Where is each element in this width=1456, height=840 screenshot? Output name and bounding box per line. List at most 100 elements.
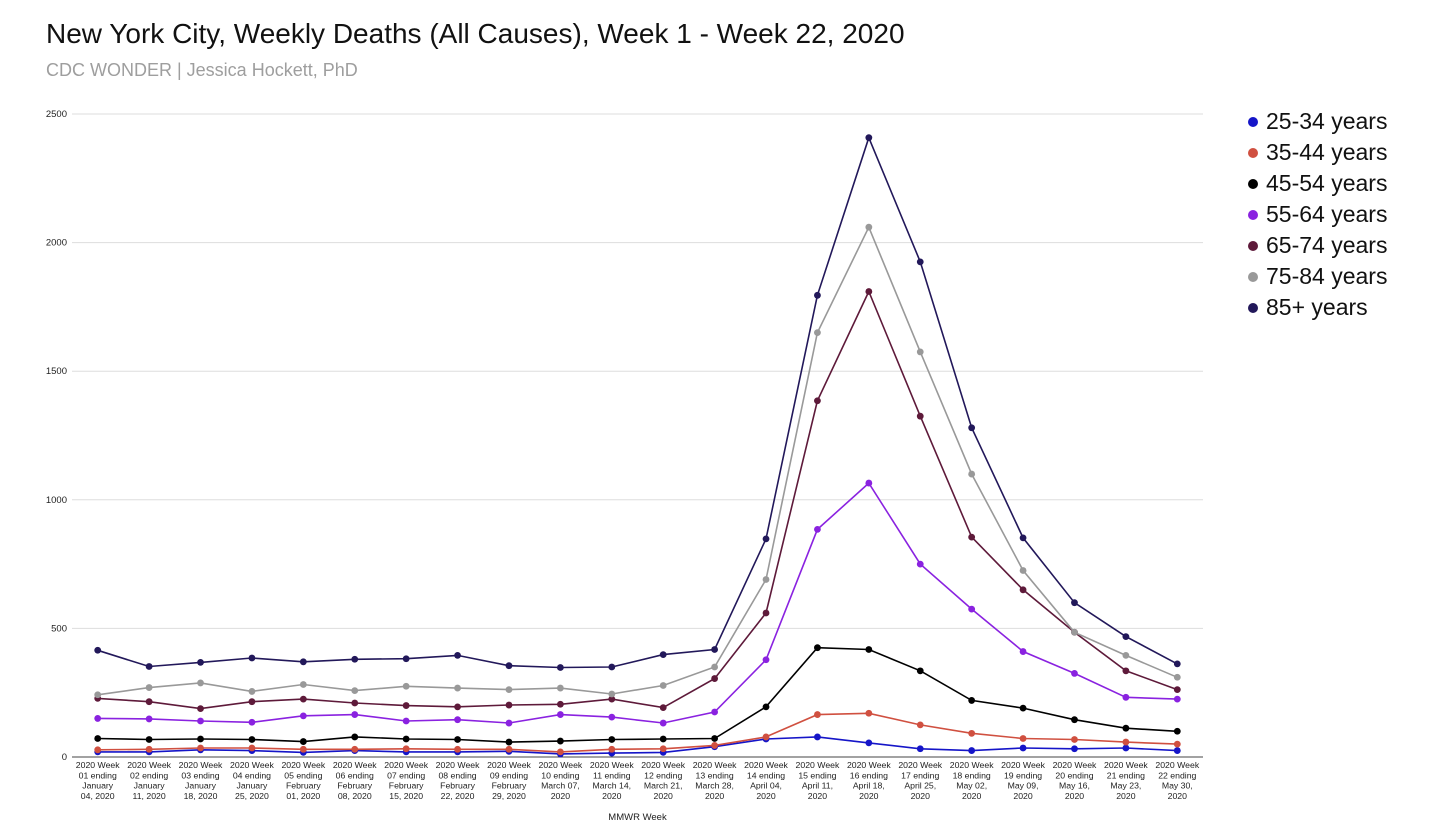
data-point-35-44-years bbox=[659, 745, 667, 753]
legend-dot-icon bbox=[1248, 116, 1258, 127]
data-point-65-74-years bbox=[402, 702, 410, 709]
data-point-85-years bbox=[865, 134, 873, 142]
data-point-45-54-years bbox=[351, 733, 359, 741]
series-line-65-74-years bbox=[97, 289, 1178, 710]
data-point-55-64-years bbox=[197, 717, 204, 725]
data-point-45-54-years bbox=[608, 736, 616, 743]
data-point-45-54-years bbox=[505, 738, 513, 746]
x-tick-label: 2020 Week 13 ending March 28, 2020 bbox=[693, 760, 737, 801]
x-tick-label: 2020 Week 14 ending April 04, 2020 bbox=[744, 760, 788, 801]
data-point-85-years bbox=[968, 424, 976, 432]
data-point-35-44-years bbox=[556, 748, 564, 756]
x-tick-label: 2020 Week 06 ending February 08, 2020 bbox=[333, 760, 377, 801]
data-point-65-74-years bbox=[1122, 667, 1130, 675]
data-point-35-44-years bbox=[454, 745, 461, 753]
data-point-45-54-years bbox=[1071, 716, 1078, 724]
legend-item: 75-84 years bbox=[1248, 261, 1387, 292]
data-point-35-44-years bbox=[762, 733, 770, 741]
data-point-75-84-years bbox=[1173, 673, 1181, 681]
data-point-35-44-years bbox=[197, 744, 204, 752]
data-point-65-74-years bbox=[351, 699, 359, 707]
x-tick-label: 2020 Week 02 ending January 11, 2020 bbox=[127, 760, 171, 801]
data-point-45-54-years bbox=[145, 736, 153, 743]
data-point-55-64-years bbox=[454, 716, 461, 724]
data-point-45-54-years bbox=[1019, 704, 1027, 712]
legend-dot-icon bbox=[1248, 147, 1258, 158]
data-point-35-44-years bbox=[711, 742, 719, 749]
legend-label: 45-54 years bbox=[1266, 170, 1388, 196]
data-point-75-84-years bbox=[94, 691, 102, 699]
legend-item: 65-74 years bbox=[1248, 230, 1387, 261]
chart-legend: 25-34 years 35-44 years 45-54 years 55-64 y… bbox=[1248, 106, 1387, 323]
y-tick-label: 0 bbox=[62, 752, 67, 763]
legend-item: 45-54 years bbox=[1248, 168, 1387, 199]
data-point-45-54-years bbox=[865, 646, 873, 653]
x-tick-label: 2020 Week 03 ending January 18, 2020 bbox=[179, 760, 223, 801]
data-point-65-74-years bbox=[556, 700, 564, 708]
data-point-35-44-years bbox=[916, 721, 924, 729]
data-point-55-64-years bbox=[968, 605, 976, 613]
x-tick-label: 2020 Week 01 ending January 04, 2020 bbox=[76, 760, 120, 801]
x-tick-label: 2020 Week 07 ending February 15, 2020 bbox=[384, 760, 428, 801]
data-point-55-64-years bbox=[351, 711, 359, 718]
data-point-75-84-years bbox=[299, 681, 307, 688]
data-point-55-64-years bbox=[248, 718, 256, 726]
data-point-35-44-years bbox=[1173, 740, 1181, 748]
data-point-65-74-years bbox=[505, 701, 513, 709]
data-point-85-years bbox=[145, 663, 153, 670]
x-tick-label: 2020 Week 19 ending May 09, 2020 bbox=[1001, 760, 1045, 801]
x-tick-label: 2020 Week 21 ending May 23, 2020 bbox=[1104, 760, 1148, 801]
data-point-75-84-years bbox=[659, 682, 667, 689]
series-line-75-84-years bbox=[97, 225, 1178, 696]
data-point-65-74-years bbox=[1019, 586, 1027, 594]
data-point-55-64-years bbox=[1071, 670, 1078, 677]
data-point-25-34-years bbox=[1019, 744, 1027, 752]
x-tick-label: 2020 Week 15 ending April 11, 2020 bbox=[796, 760, 840, 801]
data-point-75-84-years bbox=[1071, 628, 1078, 636]
legend-label: 25-34 years bbox=[1266, 108, 1388, 134]
legend-label: 85+ years bbox=[1266, 294, 1368, 320]
x-tick-label: 2020 Week 04 ending January 25, 2020 bbox=[230, 760, 274, 801]
data-point-75-84-years bbox=[711, 663, 719, 671]
data-point-55-64-years bbox=[1019, 648, 1027, 655]
data-point-35-44-years bbox=[94, 746, 102, 754]
data-point-85-years bbox=[402, 655, 410, 663]
data-point-85-years bbox=[351, 655, 359, 663]
data-point-75-84-years bbox=[197, 679, 204, 687]
data-point-65-74-years bbox=[248, 698, 256, 706]
data-point-85-years bbox=[762, 535, 770, 543]
data-point-65-74-years bbox=[659, 704, 667, 712]
data-point-25-34-years bbox=[1173, 747, 1181, 754]
data-point-75-84-years bbox=[556, 684, 564, 692]
data-point-35-44-years bbox=[299, 745, 307, 753]
data-point-45-54-years bbox=[1173, 727, 1181, 735]
data-point-65-74-years bbox=[197, 705, 204, 713]
data-point-85-years bbox=[711, 646, 719, 653]
legend-dot-icon bbox=[1248, 302, 1258, 313]
x-tick-label: 2020 Week 17 ending April 25, 2020 bbox=[898, 760, 942, 801]
data-point-65-74-years bbox=[865, 288, 873, 295]
data-point-75-84-years bbox=[145, 684, 153, 691]
data-point-55-64-years bbox=[402, 717, 410, 725]
series-line-25-34-years bbox=[97, 736, 1178, 755]
data-point-65-74-years bbox=[711, 675, 719, 682]
data-point-55-64-years bbox=[659, 719, 667, 727]
data-point-55-64-years bbox=[505, 719, 513, 727]
data-point-25-34-years bbox=[1071, 745, 1078, 753]
data-point-75-84-years bbox=[505, 686, 513, 694]
data-point-85-years bbox=[556, 664, 564, 671]
data-point-35-44-years bbox=[1071, 736, 1078, 743]
data-point-85-years bbox=[1122, 633, 1130, 641]
data-point-35-44-years bbox=[248, 744, 256, 752]
data-point-45-54-years bbox=[916, 667, 924, 675]
data-point-75-84-years bbox=[454, 684, 461, 692]
legend-dot-icon bbox=[1248, 271, 1258, 282]
data-point-55-64-years bbox=[94, 715, 102, 722]
data-point-25-34-years bbox=[968, 747, 976, 754]
data-point-45-54-years bbox=[454, 736, 461, 743]
data-point-25-34-years bbox=[1122, 744, 1130, 752]
data-point-35-44-years bbox=[968, 729, 976, 737]
data-point-35-44-years bbox=[608, 745, 616, 753]
data-point-35-44-years bbox=[1122, 738, 1130, 746]
data-point-85-years bbox=[916, 258, 924, 266]
